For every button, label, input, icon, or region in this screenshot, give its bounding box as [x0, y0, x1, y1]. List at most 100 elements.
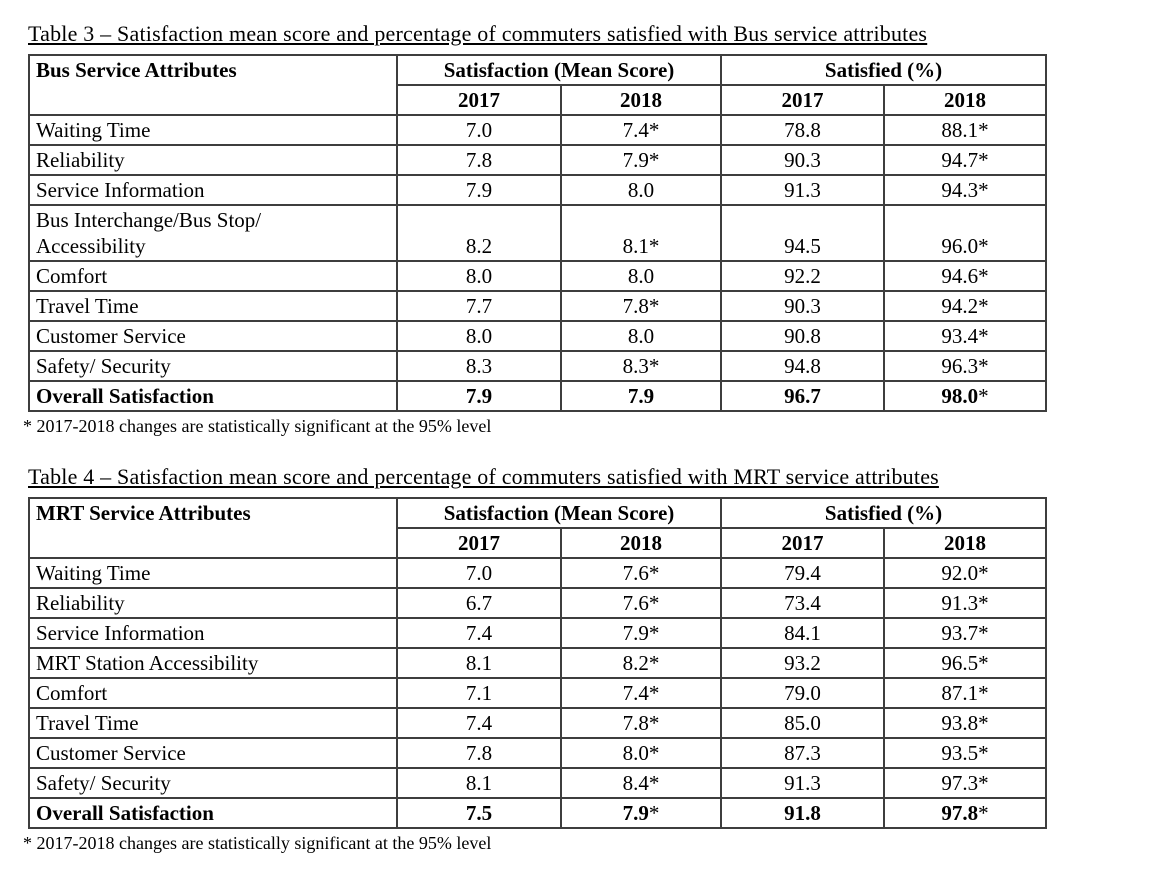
table-header-row: Bus Service Attributes Satisfaction (Mean…: [28, 54, 1048, 116]
value-cell: 8.2*: [559, 647, 723, 679]
group-header: Satisfied (%): [720, 54, 1048, 86]
document-page: Table 3 – Satisfaction mean score and pe…: [23, 21, 1144, 853]
value-cell: 93.2: [720, 647, 886, 679]
attribute-cell: Customer Service: [28, 320, 398, 352]
value-cell: 7.8: [396, 737, 562, 769]
table-row: Safety/ Security 8.3 8.3* 94.8 96.3*: [28, 350, 1048, 382]
value-cell: 79.4: [720, 557, 886, 589]
value-cell: 8.0: [396, 260, 562, 292]
value-cell: 94.8: [720, 350, 886, 382]
value-cell: 8.3: [396, 350, 562, 382]
attribute-cell: Comfort: [28, 260, 398, 292]
attribute-cell: Travel Time: [28, 707, 398, 739]
bus-table-footnote: * 2017-2018 changes are statistically si…: [23, 416, 492, 436]
value-cell: 8.2: [396, 204, 562, 262]
attribute-column-header: Bus Service Attributes: [28, 54, 398, 116]
group-header: Satisfaction (Mean Score): [395, 497, 723, 529]
table-row: Reliability 6.7 7.6* 73.4 91.3*: [28, 587, 1048, 619]
attribute-cell: Reliability: [28, 587, 398, 619]
value-cell: 91.8: [720, 797, 886, 829]
attribute-cell: Safety/ Security: [28, 350, 398, 382]
year-header: 2017: [720, 84, 886, 116]
attribute-cell: Waiting Time: [28, 557, 398, 589]
year-header: 2018: [559, 527, 723, 559]
value-cell: 97.3*: [883, 767, 1048, 799]
mrt-table-footnote: * 2017-2018 changes are statistically si…: [23, 833, 492, 853]
value-cell: 88.1*: [883, 114, 1048, 146]
value-cell: 8.0: [396, 320, 562, 352]
value-cell: 90.8: [720, 320, 886, 352]
attribute-cell: Waiting Time: [28, 114, 398, 146]
table-row: Safety/ Security 8.1 8.4* 91.3 97.3*: [28, 767, 1048, 799]
attribute-cell: Safety/ Security: [28, 767, 398, 799]
value-cell: 7.4*: [559, 677, 723, 709]
table-row: Overall Satisfaction 7.5 7.9* 91.8 97.8*: [28, 797, 1048, 829]
value-cell: 91.3: [720, 174, 886, 206]
table-row: Travel Time 7.7 7.8* 90.3 94.2*: [28, 290, 1048, 322]
value-cell: 96.0*: [883, 204, 1048, 262]
group-header: Satisfaction (Mean Score): [395, 54, 723, 86]
value-cell: 94.5: [720, 204, 886, 262]
value-cell: 8.3*: [559, 350, 723, 382]
value-cell: 96.5*: [883, 647, 1048, 679]
value-cell: 7.6*: [559, 557, 723, 589]
attribute-cell: Comfort: [28, 677, 398, 709]
table-row: Waiting Time 7.0 7.4* 78.8 88.1*: [28, 114, 1048, 146]
bus-table-section: Table 3 – Satisfaction mean score and pe…: [23, 21, 1144, 437]
year-header: 2018: [883, 84, 1048, 116]
attribute-cell: Overall Satisfaction: [28, 797, 398, 829]
value-cell: 7.9*: [559, 144, 723, 176]
value-cell: 7.9*: [559, 617, 723, 649]
year-header: 2017: [396, 84, 562, 116]
table-row: Customer Service 7.8 8.0* 87.3 93.5*: [28, 737, 1048, 769]
value-cell: 8.4*: [559, 767, 723, 799]
value-cell: 7.8*: [559, 707, 723, 739]
value-cell: 7.9: [396, 174, 562, 206]
bus-satisfaction-table: Bus Service Attributes Satisfaction (Mean…: [28, 54, 1048, 412]
group-header: Satisfied (%): [720, 497, 1048, 529]
value-cell: 98.0*: [883, 380, 1048, 412]
table-row: Service Information 7.9 8.0 91.3 94.3*: [28, 174, 1048, 206]
value-cell: 7.4: [396, 617, 562, 649]
value-cell: 94.7*: [883, 144, 1048, 176]
year-header-row: 2017 2018 2017 2018: [29, 527, 1048, 559]
table-row: Reliability 7.8 7.9* 90.3 94.7*: [28, 144, 1048, 176]
value-cell: 93.7*: [883, 617, 1048, 649]
value-cell: 6.7: [396, 587, 562, 619]
value-cell: 90.3: [720, 144, 886, 176]
table-row: Comfort 7.1 7.4* 79.0 87.1*: [28, 677, 1048, 709]
value-cell: 8.0*: [559, 737, 723, 769]
table-row: Customer Service 8.0 8.0 90.8 93.4*: [28, 320, 1048, 352]
table-row: Bus Interchange/Bus Stop/ Accessibility 8…: [28, 204, 1048, 262]
value-cell: 97.8*: [883, 797, 1048, 829]
value-cell: 7.0: [396, 557, 562, 589]
attribute-cell: Bus Interchange/Bus Stop/ Accessibility: [28, 204, 398, 262]
value-cell: 92.0*: [883, 557, 1048, 589]
table-header-row: MRT Service Attributes Satisfaction (Mean…: [28, 497, 1048, 559]
value-cell: 8.1: [396, 647, 562, 679]
value-cell: 87.3: [720, 737, 886, 769]
value-cell: 7.9: [559, 380, 723, 412]
attribute-cell: Service Information: [28, 617, 398, 649]
mrt-satisfaction-table: MRT Service Attributes Satisfaction (Mean…: [28, 497, 1048, 829]
attribute-cell: Customer Service: [28, 737, 398, 769]
value-cell: 7.8*: [559, 290, 723, 322]
value-cell: 7.0: [396, 114, 562, 146]
value-cell: 7.9*: [559, 797, 723, 829]
value-cell: 90.3: [720, 290, 886, 322]
value-cell: 8.0: [559, 174, 723, 206]
table-row: Travel Time 7.4 7.8* 85.0 93.8*: [28, 707, 1048, 739]
value-cell: 91.3: [720, 767, 886, 799]
table-row: Service Information 7.4 7.9* 84.1 93.7*: [28, 617, 1048, 649]
value-cell: 7.7: [396, 290, 562, 322]
year-header: 2017: [720, 527, 886, 559]
value-cell: 7.6*: [559, 587, 723, 619]
value-cell: 85.0: [720, 707, 886, 739]
attribute-cell: MRT Station Accessibility: [28, 647, 398, 679]
attribute-cell: Service Information: [28, 174, 398, 206]
value-cell: 87.1*: [883, 677, 1048, 709]
value-cell: 93.4*: [883, 320, 1048, 352]
value-cell: 78.8: [720, 114, 886, 146]
value-cell: 7.8: [396, 144, 562, 176]
value-cell: 91.3*: [883, 587, 1048, 619]
